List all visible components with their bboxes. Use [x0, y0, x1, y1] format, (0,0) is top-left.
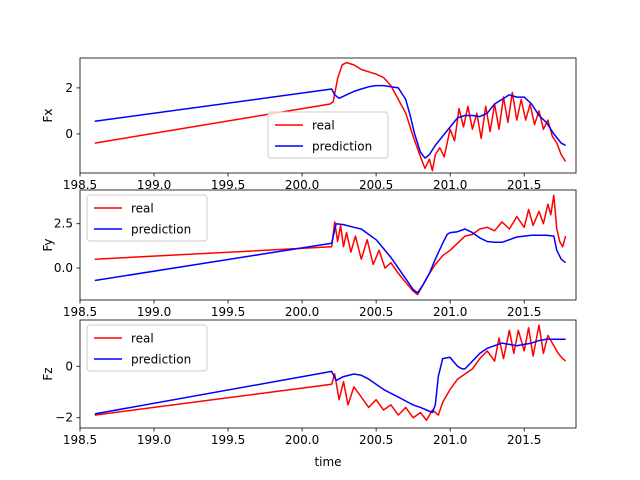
x-tick-label: 199.5 [211, 178, 245, 192]
x-tick-label: 199.0 [137, 433, 171, 447]
legend: real prediction [267, 111, 389, 159]
y-tick-label: 0 [65, 359, 73, 373]
series-line-prediction-fy [94, 222, 567, 294]
legend-label-real: real [131, 332, 154, 346]
x-tick-label: 200.5 [359, 178, 393, 192]
legend-label-prediction: prediction [131, 223, 191, 237]
x-tick-label: 198.5 [63, 178, 97, 192]
series-line-real-fy [94, 194, 567, 296]
x-tick-label: 201.0 [433, 433, 467, 447]
y-tick-label: −2 [55, 411, 73, 425]
y-axis-label: Fz [41, 367, 55, 380]
x-tick-label: 199.5 [211, 433, 245, 447]
y-axis-label: Fx [41, 108, 55, 122]
legend-label-real: real [131, 202, 154, 216]
y-tick-label: 2.5 [54, 217, 73, 231]
x-tick-label: 199.0 [137, 305, 171, 319]
series-line-real-fx [94, 61, 567, 172]
x-tick-label: 200.5 [359, 433, 393, 447]
y-tick-label: 2 [65, 81, 73, 95]
x-axis-label: time [314, 455, 341, 469]
legend-label-prediction: prediction [131, 353, 191, 367]
x-tick-label: 201.5 [507, 433, 541, 447]
y-axis-label: Fy [41, 239, 55, 252]
axes-frame [79, 57, 577, 174]
x-tick-label: 201.0 [433, 178, 467, 192]
y-tick-label: 0 [65, 127, 73, 141]
x-tick-label: 200.0 [285, 433, 319, 447]
x-tick-label: 200.5 [359, 305, 393, 319]
panel-fx: 198.5 199.0 199.5 200.0 200.5 201.0 201.5 0 2 Fx r… [41, 57, 577, 192]
x-tick-label: 200.0 [285, 305, 319, 319]
x-tick-label: 199.0 [137, 178, 171, 192]
series-line-real-fz [94, 324, 567, 422]
panel-fy: 198.5 199.0 199.5 200.0 200.5 201.0 201.5 0.0 2.… [41, 189, 577, 319]
panel-fz: 198.5 199.0 199.5 200.0 200.5 201.0 201.5 −2 0 Fz… [41, 319, 577, 469]
legend-label-prediction: prediction [312, 140, 372, 154]
axes-frame [79, 319, 577, 429]
x-tick-label: 200.0 [285, 178, 319, 192]
x-tick-label: 201.5 [507, 178, 541, 192]
x-tick-label: 198.5 [63, 433, 97, 447]
legend: real prediction [86, 324, 208, 372]
legend: real prediction [86, 194, 208, 242]
x-tick-label: 201.0 [433, 305, 467, 319]
x-tick-label: 201.5 [507, 305, 541, 319]
y-tick-label: 0.0 [54, 261, 73, 275]
series-line-prediction-fx [94, 84, 566, 159]
series-line-prediction-fz [94, 338, 566, 415]
axes-frame [79, 189, 577, 301]
x-tick-label: 198.5 [63, 305, 97, 319]
legend-label-real: real [312, 119, 335, 133]
x-tick-label: 199.5 [211, 305, 245, 319]
